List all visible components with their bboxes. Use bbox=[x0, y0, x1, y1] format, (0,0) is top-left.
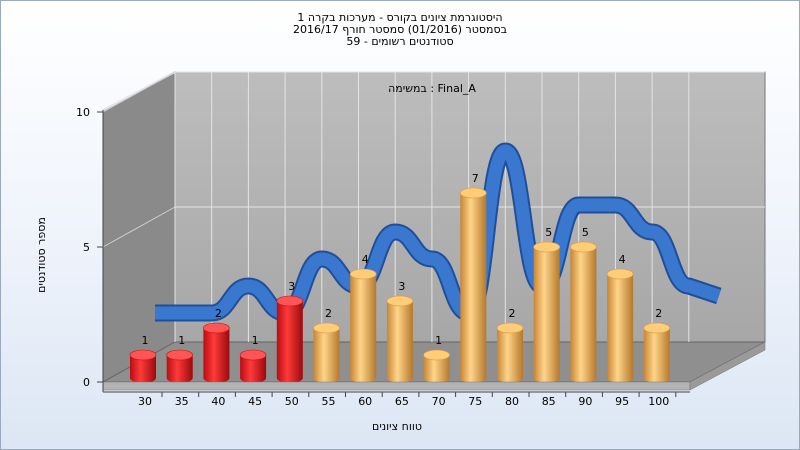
bar-top bbox=[239, 349, 267, 361]
bar-body bbox=[533, 247, 560, 383]
bar-body bbox=[350, 274, 377, 383]
data-label: 3 bbox=[288, 280, 295, 293]
bar-body bbox=[166, 355, 193, 383]
data-label: 5 bbox=[545, 226, 552, 239]
x-tick-label: 50 bbox=[285, 395, 299, 408]
bar-top bbox=[276, 295, 304, 307]
bar-body bbox=[423, 355, 450, 383]
x-tick-label: 45 bbox=[248, 395, 262, 408]
y-tick-label: 5 bbox=[83, 241, 90, 254]
bar: 4 bbox=[606, 253, 634, 383]
x-tick-label: 90 bbox=[578, 395, 592, 408]
bar: 4 bbox=[349, 253, 377, 383]
data-label: 3 bbox=[398, 280, 405, 293]
bar-body bbox=[130, 355, 156, 383]
bar: 1 bbox=[166, 334, 193, 383]
bar: 5 bbox=[570, 226, 597, 383]
bar-top bbox=[606, 268, 634, 280]
chart-subtitle: בסמסטר (01/2016) סמסטר חורף 2016/17 bbox=[293, 23, 507, 36]
x-axis-label: טווח ציונים bbox=[372, 420, 422, 433]
bar-body bbox=[203, 328, 230, 383]
data-label: 2 bbox=[509, 307, 516, 320]
bar: 2 bbox=[313, 307, 340, 383]
data-label: 4 bbox=[362, 253, 369, 266]
bar-body bbox=[497, 328, 523, 383]
side-grid-line bbox=[102, 206, 176, 248]
y-axis-label: מספר סטודנטים bbox=[35, 217, 48, 293]
bar-top bbox=[313, 322, 340, 334]
data-label: 2 bbox=[325, 307, 332, 320]
bar-top bbox=[423, 349, 450, 361]
bar-body bbox=[607, 274, 634, 383]
x-tick-label: 95 bbox=[615, 395, 629, 408]
bar: 1 bbox=[129, 334, 157, 383]
annotation-label: במשימה : Final_A bbox=[388, 82, 476, 95]
data-label: 1 bbox=[178, 334, 185, 347]
bar: 5 bbox=[533, 226, 561, 383]
bar-body bbox=[313, 328, 340, 383]
x-tick-label: 35 bbox=[175, 395, 189, 408]
bar-body bbox=[240, 355, 267, 383]
data-label: 1 bbox=[142, 334, 149, 347]
bar-top bbox=[459, 187, 487, 199]
x-tick-label: 30 bbox=[138, 395, 152, 408]
bar-top bbox=[129, 349, 157, 361]
side-grid-line bbox=[102, 71, 176, 113]
bar-body bbox=[570, 247, 597, 383]
data-label: 2 bbox=[655, 307, 662, 320]
bar: 3 bbox=[386, 280, 414, 383]
trend-curve bbox=[155, 142, 722, 322]
bar-top bbox=[533, 241, 561, 253]
x-tick-label: 60 bbox=[358, 395, 372, 408]
chart-title: היסטוגרמת ציונים בקורס - מערכות בקרה 1 bbox=[297, 11, 503, 24]
bar-top bbox=[496, 322, 524, 334]
y-tick-label: 0 bbox=[83, 376, 90, 389]
trend-curve-line bbox=[155, 144, 721, 320]
bar-body bbox=[460, 193, 487, 383]
x-tick-label: 85 bbox=[542, 395, 556, 408]
floor-side-lip bbox=[689, 341, 766, 391]
bar-top bbox=[643, 322, 671, 334]
bar: 3 bbox=[276, 280, 304, 383]
floor-front-lip bbox=[102, 381, 691, 391]
y-tick-label: 10 bbox=[76, 106, 90, 119]
bar-top bbox=[349, 268, 377, 280]
x-tick-label: 75 bbox=[468, 395, 482, 408]
x-tick-label: 40 bbox=[211, 395, 225, 408]
bars: 1 1 2 1 3 2 4 3 1 7 2 5 5 4 2 bbox=[129, 172, 671, 383]
data-label: 4 bbox=[619, 253, 626, 266]
bar-top bbox=[570, 241, 597, 253]
bar: 2 bbox=[496, 307, 524, 383]
data-label: 1 bbox=[252, 334, 259, 347]
bar-body bbox=[643, 328, 670, 383]
data-label: 5 bbox=[582, 226, 589, 239]
bar: 7 bbox=[459, 172, 487, 383]
bar-top bbox=[166, 349, 193, 361]
x-tick-label: 80 bbox=[505, 395, 519, 408]
data-label: 2 bbox=[215, 307, 222, 320]
bar-body bbox=[276, 301, 303, 383]
bar-body bbox=[386, 301, 413, 383]
bar-top bbox=[386, 295, 414, 307]
bar-top bbox=[203, 322, 230, 334]
y-ticks: 0 5 10 bbox=[76, 106, 103, 389]
bar: 1 bbox=[239, 334, 267, 383]
bar: 2 bbox=[643, 307, 671, 383]
bar: 1 bbox=[423, 334, 450, 383]
bar: 2 bbox=[203, 307, 230, 383]
x-tick-label: 65 bbox=[395, 395, 409, 408]
data-label: 1 bbox=[435, 334, 442, 347]
x-tick-label: 55 bbox=[322, 395, 336, 408]
chart-subtitle-2: סטודנטים רשומים - 59 bbox=[346, 35, 454, 48]
x-tick-label: 100 bbox=[648, 395, 669, 408]
x-ticks: 30 35 40 45 50 55 60 65 70 75 80 85 90 95 100 bbox=[138, 392, 677, 408]
data-label: 7 bbox=[472, 172, 479, 185]
x-tick-label: 70 bbox=[432, 395, 446, 408]
